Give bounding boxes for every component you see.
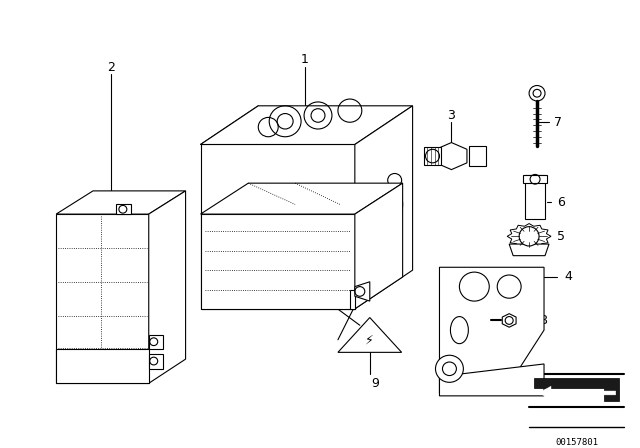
Text: 4: 4 [564, 271, 572, 284]
Polygon shape [200, 106, 413, 145]
Text: 6: 6 [557, 196, 565, 209]
Polygon shape [440, 267, 544, 393]
Polygon shape [502, 314, 516, 327]
Text: 00157801: 00157801 [555, 439, 598, 448]
Polygon shape [355, 183, 403, 309]
Polygon shape [509, 244, 549, 256]
Text: 2: 2 [107, 60, 115, 73]
Ellipse shape [451, 317, 468, 344]
Polygon shape [200, 145, 355, 309]
Text: 3: 3 [447, 109, 456, 122]
Text: 1: 1 [301, 53, 309, 66]
Polygon shape [355, 282, 370, 301]
Text: 9: 9 [371, 377, 379, 390]
Polygon shape [350, 289, 355, 309]
Polygon shape [148, 354, 163, 369]
Polygon shape [148, 191, 186, 383]
Polygon shape [338, 318, 402, 352]
Circle shape [497, 275, 521, 298]
Polygon shape [355, 106, 413, 309]
Polygon shape [507, 224, 551, 249]
Polygon shape [469, 146, 486, 166]
Polygon shape [525, 176, 545, 219]
Circle shape [435, 355, 463, 382]
Circle shape [529, 86, 545, 101]
Polygon shape [424, 147, 442, 165]
Polygon shape [56, 191, 186, 214]
Polygon shape [56, 349, 148, 383]
Text: 8: 8 [539, 314, 547, 327]
Polygon shape [200, 183, 403, 214]
Polygon shape [539, 386, 616, 400]
Text: 7: 7 [554, 116, 562, 129]
Polygon shape [523, 176, 547, 183]
Polygon shape [436, 142, 467, 170]
Polygon shape [200, 214, 355, 309]
Text: ⚡: ⚡ [365, 333, 374, 346]
Polygon shape [148, 335, 163, 349]
Text: 5: 5 [557, 230, 565, 243]
Polygon shape [440, 364, 544, 396]
Circle shape [460, 272, 489, 301]
Polygon shape [116, 204, 131, 214]
Circle shape [519, 227, 539, 246]
Polygon shape [534, 379, 619, 401]
Polygon shape [56, 214, 148, 383]
